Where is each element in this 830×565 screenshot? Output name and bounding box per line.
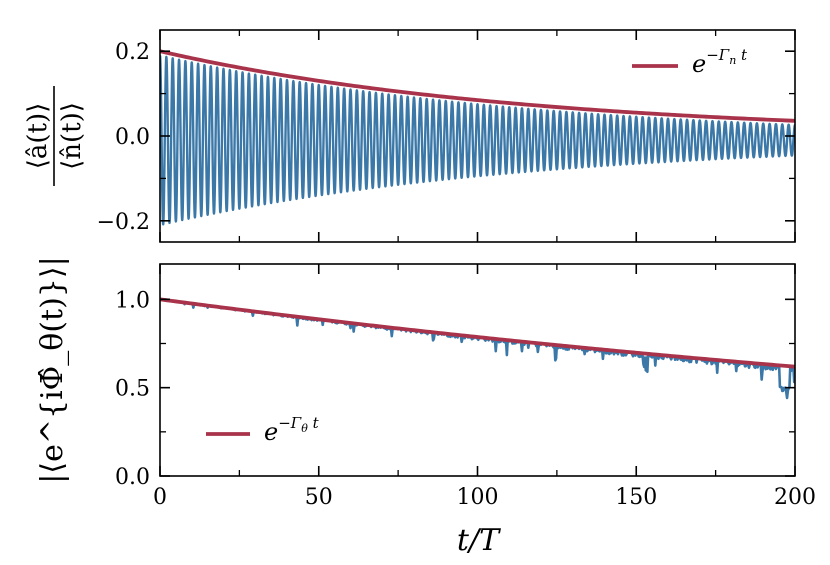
bottom-xtick-label: 150 <box>615 485 657 510</box>
bottom-xtick-label: 100 <box>457 485 499 510</box>
bottom-xtick-label: 50 <box>305 485 333 510</box>
bottom-legend-label: e−Γθ t <box>264 414 320 446</box>
bottom-axes-frame <box>159 263 796 477</box>
top-legend-label: e−Γn t <box>692 46 748 78</box>
top-ytick-labels: −0.2 0.0 0.2 <box>97 40 150 235</box>
bottom-ytick-label: 0.0 <box>115 465 150 490</box>
bottom-ticks <box>159 264 796 477</box>
bottom-ytick-label: 1.0 <box>115 288 150 313</box>
top-ylabel-denominator: ⟨n̂(t)⟩ <box>57 102 87 170</box>
bottom-ytick-label: 0.5 <box>115 377 150 402</box>
top-ytick-label: −0.2 <box>97 210 150 235</box>
bottom-xlabel: t/T <box>457 523 501 558</box>
bottom-xtick-labels: 0 50 100 150 200 <box>153 485 816 510</box>
bottom-ytick-labels: 0.0 0.5 1.0 <box>115 288 150 490</box>
top-exponential-fit <box>160 49 795 123</box>
bottom-noisy-series <box>160 298 795 400</box>
bottom-panel: 0.0 0.5 1.0 0 50 100 150 200 e−Γθ t |⟨e^{iΦ̂_θ… <box>35 256 816 558</box>
bottom-ylabel: |⟨e^{iΦ̂_θ(t)}⟩| <box>35 256 70 483</box>
top-panel: −0.2 0.0 0.2 e−Γn t ⟨â(t)⟩ ⟨n̂(t)⟩ <box>23 29 796 243</box>
top-ylabel-numerator: ⟨â(t)⟩ <box>23 103 53 170</box>
top-ylabel: ⟨â(t)⟩ ⟨n̂(t)⟩ <box>23 86 87 186</box>
bottom-exponential-fit <box>160 297 795 369</box>
top-oscillation-series <box>160 55 795 226</box>
top-ticks <box>159 30 796 242</box>
top-ytick-label: 0.0 <box>115 125 150 150</box>
bottom-xtick-label: 0 <box>153 485 167 510</box>
bottom-xtick-label: 200 <box>774 485 816 510</box>
top-ytick-label: 0.2 <box>115 40 150 65</box>
